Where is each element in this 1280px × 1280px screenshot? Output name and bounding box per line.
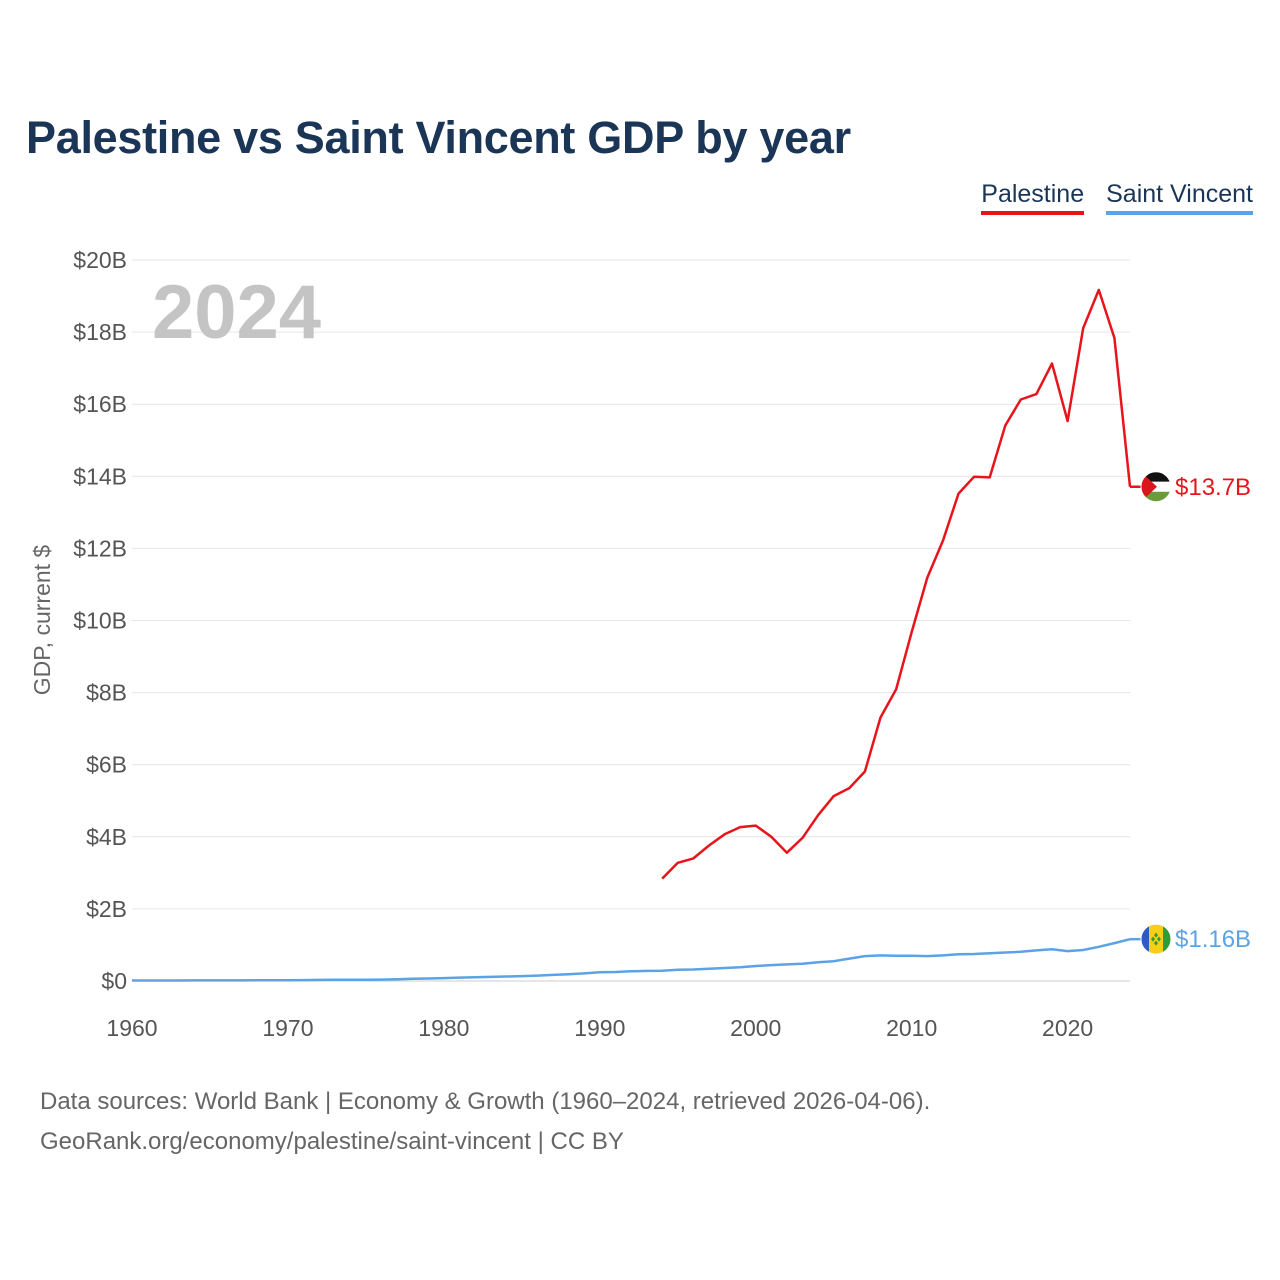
y-tick-label: $4B	[86, 824, 127, 850]
series-line-palestine	[661, 288, 1132, 880]
x-tick-labels: 1960 1970 1980 1990 2000 2010 2020	[106, 1015, 1093, 1041]
legend: Palestine Saint Vincent	[981, 180, 1253, 215]
legend-item-palestine[interactable]: Palestine	[981, 180, 1085, 215]
footer-sources: Data sources: World Bank | Economy & Gro…	[40, 1088, 931, 1115]
y-tick-label: $12B	[73, 535, 127, 561]
y-tick-label: $8B	[86, 680, 127, 706]
y-tick-label: $18B	[73, 319, 127, 345]
footer-url[interactable]: GeoRank.org/economy/palestine/saint-vinc…	[40, 1128, 624, 1155]
end-value-label-saint_vincent: $1.16B	[1175, 926, 1251, 953]
y-tick-label: $0	[101, 968, 127, 994]
data-source-footer: Data sources: World Bank | Economy & Gro…	[40, 1082, 930, 1162]
x-tick-label: 2020	[1042, 1015, 1093, 1041]
palestine-flag-icon	[1140, 471, 1172, 503]
year-label: 2024	[152, 270, 321, 355]
x-tick-label: 2000	[730, 1015, 781, 1041]
series-layer	[132, 288, 1132, 982]
y-tick-label: $10B	[73, 608, 127, 634]
saint_vincent-flag-icon	[1140, 923, 1172, 955]
y-tick-label: $2B	[86, 896, 127, 922]
y-axis-label: GDP, current $	[29, 545, 55, 696]
legend-item-saint-vincent[interactable]: Saint Vincent	[1106, 180, 1253, 215]
x-tick-label: 1990	[574, 1015, 625, 1041]
series-line-saint_vincent	[132, 937, 1131, 982]
end-value-label-palestine: $13.7B	[1175, 474, 1251, 501]
x-tick-label: 2010	[886, 1015, 937, 1041]
chart-title: Palestine vs Saint Vincent GDP by year	[26, 112, 851, 163]
x-tick-label: 1960	[106, 1015, 157, 1041]
y-tick-label: $20B	[73, 247, 127, 273]
y-tick-labels: $0 $2B $4B $6B $8B $10B $12B $14B $16B $18B $20B	[73, 247, 127, 994]
x-tick-label: 1980	[418, 1015, 469, 1041]
x-tick-label: 1970	[262, 1015, 313, 1041]
y-tick-label: $16B	[73, 391, 127, 417]
grid-layer	[132, 259, 1130, 982]
y-tick-label: $6B	[86, 752, 127, 778]
y-tick-label: $14B	[73, 463, 127, 489]
end-markers: $13.7B $1.16B	[1130, 471, 1251, 955]
